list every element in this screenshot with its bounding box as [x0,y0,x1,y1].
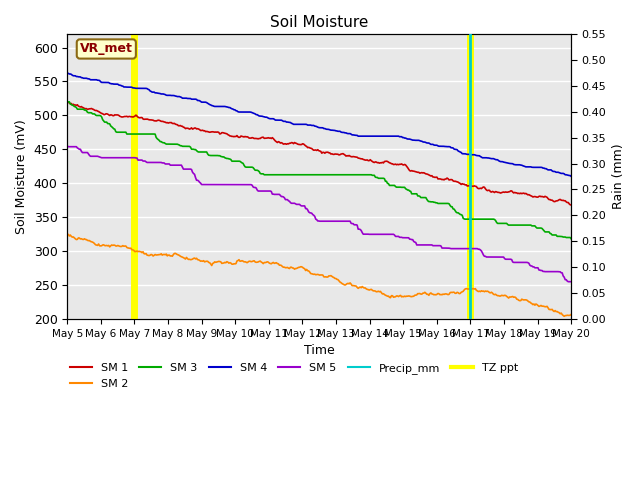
SM 5 [556,269,563,275]
SM 4 [556,170,563,176]
Line: SM 4: SM 4 [67,73,572,177]
SM 3 [556,233,563,239]
SM 4 [63,71,71,76]
SM 2 [561,313,568,319]
SM 4 [477,154,484,159]
SM 5 [477,247,484,253]
SM 1 [303,144,310,149]
SM 5 [364,231,371,237]
Line: SM 1: SM 1 [67,102,572,205]
SM 3 [306,172,314,178]
SM 5 [303,206,310,212]
Y-axis label: Soil Moisture (mV): Soil Moisture (mV) [15,119,28,234]
SM 1 [63,99,71,105]
Line: SM 2: SM 2 [67,234,572,316]
SM 1 [477,185,484,191]
SM 2 [556,310,563,315]
SM 3 [364,172,371,178]
Line: SM 3: SM 3 [67,102,572,239]
SM 1 [364,157,371,163]
SM 5 [568,279,575,285]
SM 5 [63,143,71,149]
SM 3 [63,99,71,105]
SM 1 [568,202,575,208]
SM 5 [336,218,344,224]
Title: Soil Moisture: Soil Moisture [270,15,369,30]
SM 4 [306,122,314,128]
SM 1 [306,145,314,151]
Text: VR_met: VR_met [80,42,132,56]
SM 1 [556,197,563,203]
SM 2 [303,266,310,272]
SM 3 [336,172,344,178]
SM 2 [336,279,344,285]
SM 2 [477,289,484,295]
SM 2 [568,312,575,317]
Y-axis label: Rain (mm): Rain (mm) [612,144,625,209]
SM 3 [477,216,484,222]
SM 4 [364,133,371,139]
SM 4 [336,129,344,134]
SM 3 [568,236,575,242]
SM 2 [306,269,314,275]
Legend: SM 1, SM 2, SM 3, SM 4, SM 5, Precip_mm, TZ ppt: SM 1, SM 2, SM 3, SM 4, SM 5, Precip_mm,… [65,359,523,393]
SM 4 [303,121,310,127]
Line: SM 5: SM 5 [67,146,572,282]
SM 5 [564,279,572,285]
SM 3 [303,172,310,178]
SM 4 [568,174,575,180]
SM 2 [63,231,71,237]
SM 1 [336,152,344,157]
SM 2 [364,287,371,292]
SM 5 [306,210,314,216]
X-axis label: Time: Time [304,344,335,357]
